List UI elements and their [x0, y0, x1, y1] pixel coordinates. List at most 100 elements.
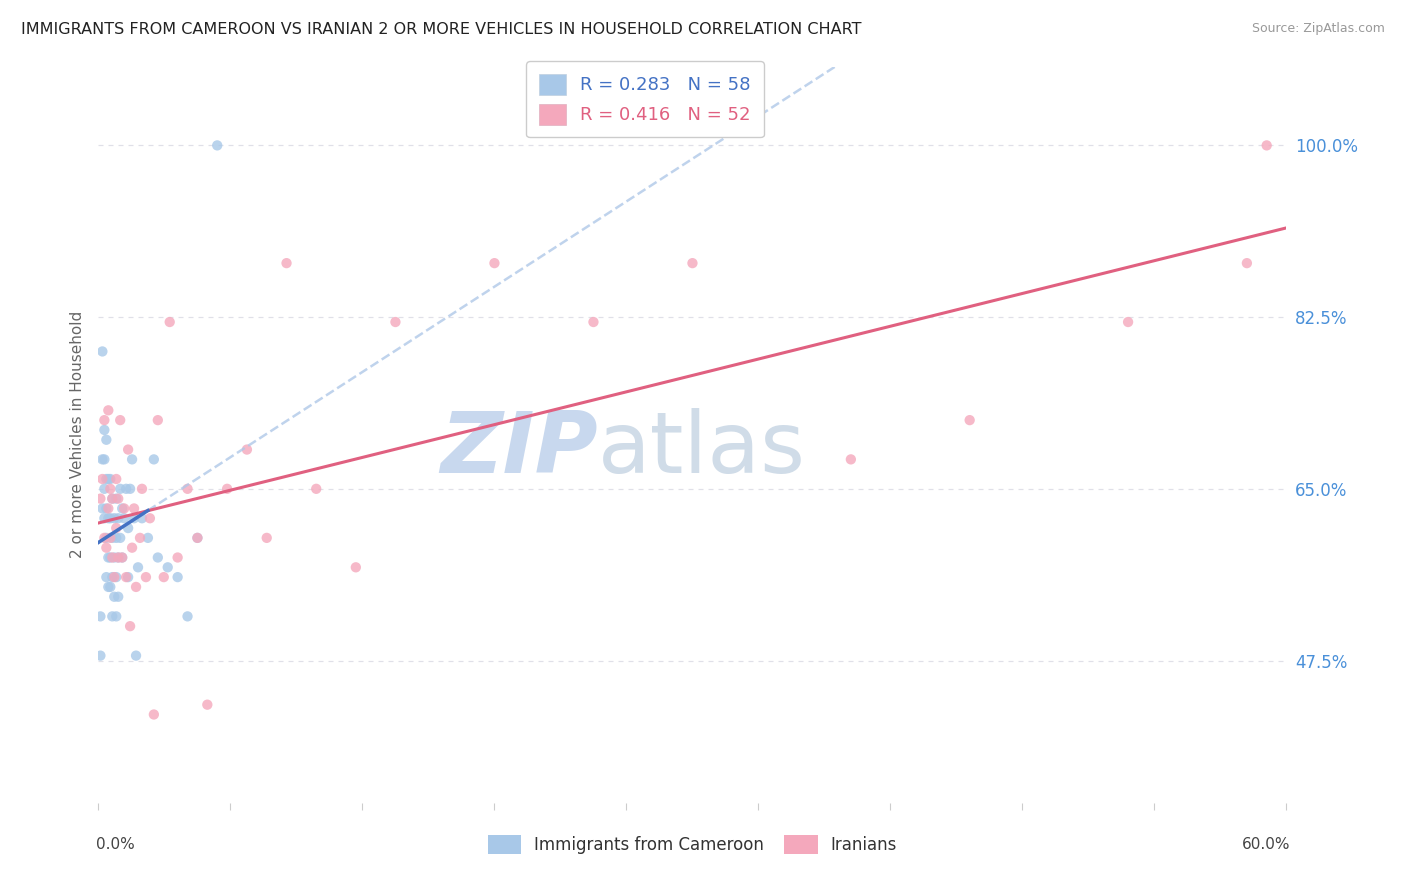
Point	[105, 472, 128, 486]
Point	[93, 423, 115, 437]
Point	[103, 511, 125, 525]
Point	[91, 501, 114, 516]
Point	[1256, 138, 1278, 153]
Point	[344, 560, 367, 574]
Point	[96, 501, 118, 516]
Point	[176, 609, 198, 624]
Point	[256, 531, 278, 545]
Point	[1116, 315, 1139, 329]
Point	[107, 550, 129, 565]
Point	[103, 570, 125, 584]
Point	[97, 580, 120, 594]
Point	[105, 491, 128, 506]
Point	[98, 531, 121, 545]
Point	[107, 590, 129, 604]
Point	[96, 531, 118, 545]
Point	[131, 511, 153, 525]
Point	[96, 541, 118, 555]
Point	[96, 570, 118, 584]
Point	[98, 580, 121, 594]
Point	[111, 550, 134, 565]
Point	[112, 501, 135, 516]
Point	[121, 541, 143, 555]
Point	[582, 315, 605, 329]
Point	[97, 511, 120, 525]
Point	[93, 413, 115, 427]
Legend: Immigrants from Cameroon, Iranians: Immigrants from Cameroon, Iranians	[481, 828, 904, 861]
Point	[146, 550, 169, 565]
Point	[115, 570, 138, 584]
Point	[166, 550, 188, 565]
Point	[101, 491, 124, 506]
Y-axis label: 2 or more Vehicles in Household: 2 or more Vehicles in Household	[69, 311, 84, 558]
Point	[93, 452, 115, 467]
Point	[97, 403, 120, 417]
Text: 0.0%: 0.0%	[96, 837, 135, 852]
Point	[681, 256, 703, 270]
Point	[103, 550, 125, 565]
Point	[136, 531, 159, 545]
Point	[105, 531, 128, 545]
Point	[93, 511, 115, 525]
Text: IMMIGRANTS FROM CAMEROON VS IRANIAN 2 OR MORE VEHICLES IN HOUSEHOLD CORRELATION : IMMIGRANTS FROM CAMEROON VS IRANIAN 2 OR…	[21, 22, 862, 37]
Point	[156, 560, 179, 574]
Point	[91, 344, 114, 359]
Point	[101, 570, 124, 584]
Point	[96, 433, 118, 447]
Point	[131, 482, 153, 496]
Point	[101, 609, 124, 624]
Point	[129, 531, 152, 545]
Point	[127, 560, 149, 574]
Point	[89, 648, 111, 663]
Point	[176, 482, 198, 496]
Point	[93, 482, 115, 496]
Point	[122, 501, 145, 516]
Point	[93, 531, 115, 545]
Point	[98, 511, 121, 525]
Point	[166, 570, 188, 584]
Point	[276, 256, 298, 270]
Point	[120, 619, 142, 633]
Point	[1236, 256, 1258, 270]
Point	[96, 472, 118, 486]
Point	[111, 550, 134, 565]
Point	[105, 609, 128, 624]
Point	[195, 698, 218, 712]
Point	[125, 648, 148, 663]
Point	[484, 256, 506, 270]
Point	[117, 442, 139, 457]
Point	[101, 550, 124, 565]
Text: atlas: atlas	[598, 408, 806, 491]
Point	[98, 550, 121, 565]
Point	[121, 452, 143, 467]
Point	[142, 707, 165, 722]
Point	[186, 531, 208, 545]
Point	[305, 482, 328, 496]
Text: ZIP: ZIP	[440, 408, 598, 491]
Point	[97, 472, 120, 486]
Point	[97, 550, 120, 565]
Point	[112, 511, 135, 525]
Point	[97, 501, 120, 516]
Point	[139, 511, 162, 525]
Point	[98, 472, 121, 486]
Point	[89, 491, 111, 506]
Point	[159, 315, 181, 329]
Point	[108, 531, 131, 545]
Point	[186, 531, 208, 545]
Point	[107, 511, 129, 525]
Point	[117, 570, 139, 584]
Point	[91, 472, 114, 486]
Point	[91, 452, 114, 467]
Point	[959, 413, 981, 427]
Point	[125, 580, 148, 594]
Point	[111, 501, 134, 516]
Point	[115, 482, 138, 496]
Point	[117, 521, 139, 535]
Point	[108, 413, 131, 427]
Point	[101, 531, 124, 545]
Point	[122, 511, 145, 525]
Point	[142, 452, 165, 467]
Point	[146, 413, 169, 427]
Point	[98, 482, 121, 496]
